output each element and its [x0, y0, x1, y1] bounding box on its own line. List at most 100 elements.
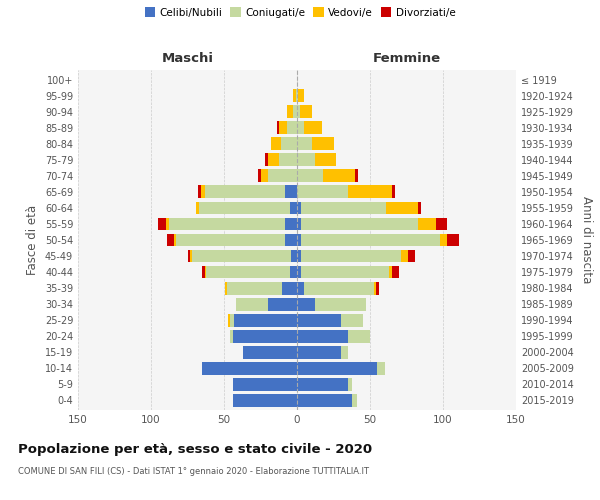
Bar — [297, 186, 348, 198]
Bar — [297, 234, 301, 246]
Bar — [260, 170, 268, 182]
Bar — [206, 266, 290, 278]
Bar — [323, 170, 355, 182]
Bar — [297, 394, 352, 407]
Bar — [297, 266, 301, 278]
Bar — [233, 394, 297, 407]
Bar — [301, 202, 386, 214]
Bar — [377, 362, 385, 374]
Bar — [230, 330, 233, 342]
Bar — [158, 218, 166, 230]
Bar — [300, 106, 311, 118]
Bar — [304, 282, 374, 294]
Bar — [169, 218, 286, 230]
Bar — [230, 314, 234, 326]
Y-axis label: Anni di nascita: Anni di nascita — [580, 196, 593, 284]
Bar — [311, 138, 334, 150]
Bar — [257, 170, 260, 182]
Legend: Celibi/Nubili, Coniugati/e, Vedovi/e, Divorziati/e: Celibi/Nubili, Coniugati/e, Vedovi/e, Di… — [143, 5, 457, 20]
Bar — [297, 122, 304, 134]
Bar — [236, 298, 268, 310]
Bar — [374, 282, 376, 294]
Bar — [297, 330, 348, 342]
Bar — [286, 186, 297, 198]
Bar — [440, 234, 448, 246]
Bar — [293, 106, 297, 118]
Bar — [265, 154, 268, 166]
Bar — [314, 298, 365, 310]
Bar — [301, 250, 401, 262]
Bar — [436, 218, 448, 230]
Bar — [175, 234, 176, 246]
Bar — [226, 282, 227, 294]
Bar — [297, 202, 301, 214]
Bar — [233, 378, 297, 391]
Bar — [341, 346, 348, 358]
Bar — [297, 106, 300, 118]
Bar — [199, 202, 290, 214]
Bar — [190, 250, 192, 262]
Bar — [348, 186, 392, 198]
Bar — [290, 266, 297, 278]
Bar — [280, 122, 287, 134]
Bar — [202, 362, 297, 374]
Bar — [297, 346, 341, 358]
Bar — [418, 202, 421, 214]
Bar — [287, 122, 297, 134]
Bar — [392, 186, 395, 198]
Bar — [205, 186, 286, 198]
Bar — [314, 154, 337, 166]
Bar — [448, 234, 459, 246]
Bar — [233, 330, 297, 342]
Bar — [408, 250, 415, 262]
Bar — [202, 266, 205, 278]
Bar — [293, 89, 296, 102]
Bar — [290, 202, 297, 214]
Bar — [283, 282, 297, 294]
Bar — [166, 218, 169, 230]
Text: Popolazione per età, sesso e stato civile - 2020: Popolazione per età, sesso e stato civil… — [18, 442, 372, 456]
Bar — [196, 202, 199, 214]
Bar — [286, 234, 297, 246]
Bar — [268, 298, 297, 310]
Bar — [192, 250, 291, 262]
Bar — [176, 234, 286, 246]
Bar — [297, 138, 311, 150]
Bar — [205, 266, 206, 278]
Bar — [297, 154, 314, 166]
Bar — [386, 202, 418, 214]
Bar — [376, 282, 379, 294]
Bar — [229, 314, 230, 326]
Bar — [277, 122, 280, 134]
Bar — [167, 234, 175, 246]
Bar — [297, 89, 298, 102]
Bar — [297, 378, 348, 391]
Bar — [401, 250, 408, 262]
Bar — [298, 89, 304, 102]
Bar — [389, 266, 392, 278]
Bar — [301, 266, 389, 278]
Bar — [280, 154, 297, 166]
Bar — [271, 138, 281, 150]
Bar — [291, 250, 297, 262]
Text: Femmine: Femmine — [373, 52, 440, 65]
Bar — [301, 218, 418, 230]
Bar — [227, 282, 283, 294]
Bar — [297, 314, 341, 326]
Bar — [268, 154, 280, 166]
Bar — [281, 138, 297, 150]
Bar — [304, 122, 322, 134]
Bar — [234, 314, 297, 326]
Bar — [341, 314, 363, 326]
Bar — [355, 170, 358, 182]
Bar — [287, 106, 293, 118]
Bar — [243, 346, 297, 358]
Bar — [198, 186, 200, 198]
Y-axis label: Fasce di età: Fasce di età — [26, 205, 39, 275]
Bar — [297, 170, 323, 182]
Bar — [348, 378, 352, 391]
Bar — [200, 186, 205, 198]
Bar — [188, 250, 190, 262]
Text: COMUNE DI SAN FILI (CS) - Dati ISTAT 1° gennaio 2020 - Elaborazione TUTTITALIA.I: COMUNE DI SAN FILI (CS) - Dati ISTAT 1° … — [18, 468, 369, 476]
Bar — [301, 234, 440, 246]
